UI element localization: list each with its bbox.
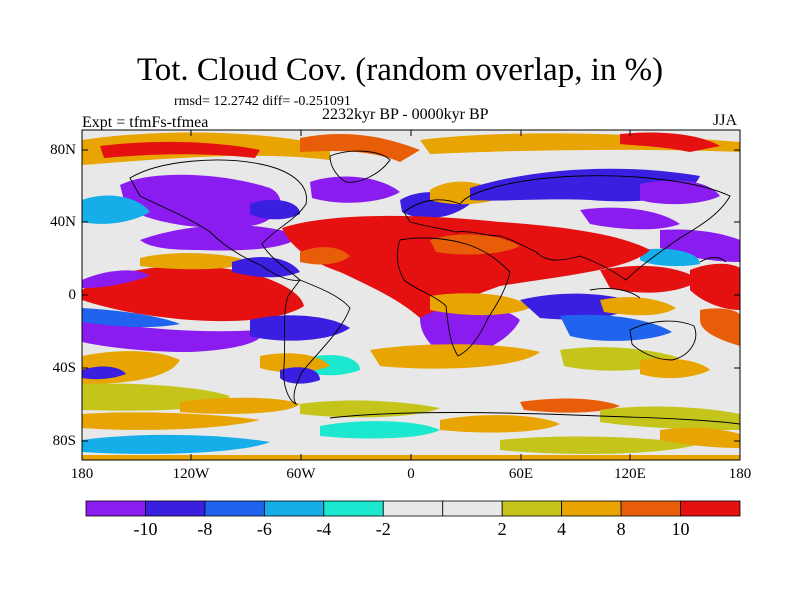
colorbar-label: 10 — [671, 519, 690, 539]
season-label: JJA — [713, 112, 738, 129]
plot-title: Tot. Cloud Cov. (random overlap, in %) — [136, 52, 664, 88]
lat-label-40n: 40N — [50, 214, 76, 230]
colorbar-label: -10 — [133, 519, 158, 539]
coastlines — [129, 150, 740, 425]
lat-label-40s: 40S — [52, 360, 76, 376]
lon-label-120e: 120E — [614, 466, 646, 482]
colorbar-swatch — [620, 500, 681, 517]
lon-label-180e: 180 — [728, 466, 752, 482]
colorbar-swatch — [85, 500, 146, 517]
colorbar-swatch — [561, 500, 622, 517]
lat-label-80n: 80N — [50, 142, 76, 158]
colorbar-swatch — [323, 500, 384, 517]
colorbar-label: -6 — [256, 519, 272, 539]
lon-label-120w: 120W — [172, 466, 210, 482]
colorbar-label: 8 — [616, 519, 626, 539]
lat-label-equator: 0 — [68, 287, 77, 303]
period-text: 2232kyr BP - 0000kyr BP — [322, 106, 489, 123]
colorbar-label: -4 — [316, 519, 332, 539]
experiment-label: Expt = tfmFs-tfmea — [82, 114, 209, 131]
colorbar-label: 2 — [497, 519, 507, 539]
colorbar-swatch — [501, 500, 563, 517]
statistics-text: rmsd= 12.2742 diff= -0.251091 — [174, 94, 351, 109]
colorbar-label: -8 — [197, 519, 213, 539]
axis-ticks — [82, 130, 740, 460]
lon-label-0: 0 — [407, 466, 415, 482]
colorbar-swatch — [204, 500, 265, 517]
colorbar — [85, 500, 741, 517]
lon-label-60w: 60W — [286, 466, 316, 482]
colorbar-swatch — [263, 500, 325, 517]
colorbar-swatch — [145, 500, 206, 517]
lon-label-60e: 60E — [508, 466, 534, 482]
colorbar-swatch — [382, 500, 444, 517]
colorbar-swatch — [442, 500, 503, 517]
colorbar-label: 4 — [557, 519, 567, 539]
lat-label-80s: 80S — [52, 433, 76, 449]
cloud-cover-field — [82, 130, 740, 460]
colorbar-swatch — [680, 500, 741, 517]
colorbar-label: -2 — [375, 519, 391, 539]
lon-label-180w: 180 — [70, 466, 94, 482]
